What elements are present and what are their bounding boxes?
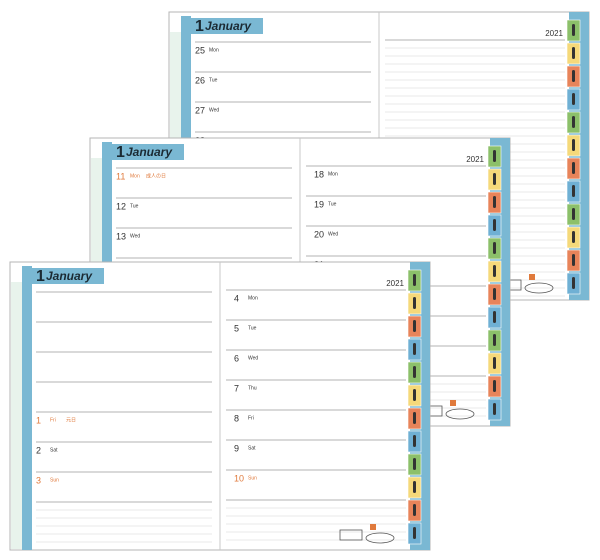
- tab-icon: [413, 320, 416, 332]
- day-note: 元日: [66, 417, 76, 423]
- illustration: [529, 274, 535, 280]
- day-of-week: Wed: [209, 107, 219, 113]
- tab-icon: [493, 403, 496, 415]
- header-band: [32, 268, 104, 284]
- day-of-week: Tue: [130, 203, 139, 209]
- tab-icon: [493, 311, 496, 323]
- tab-icon: [572, 70, 575, 82]
- tab-icon: [572, 116, 575, 128]
- day-of-week: Sat: [248, 445, 256, 451]
- day-number: 20: [314, 229, 324, 239]
- day-number: 11: [116, 171, 125, 181]
- tab-icon: [413, 527, 416, 539]
- day-of-week: Sat: [50, 447, 58, 453]
- day-of-week: Tue: [248, 325, 257, 331]
- day-of-week: Thu: [248, 385, 257, 391]
- tab-icon: [413, 412, 416, 424]
- illustration: [445, 408, 475, 420]
- tab-icon: [493, 357, 496, 369]
- day-of-week: Fri: [50, 417, 56, 423]
- month-name: January: [126, 145, 173, 159]
- tab-icon: [572, 24, 575, 36]
- year: 2021: [466, 155, 484, 164]
- day-number: 9: [234, 443, 239, 453]
- day-of-week: Mon: [209, 47, 219, 53]
- mint-edge: [11, 282, 22, 549]
- tab-icon: [572, 231, 575, 243]
- month-name: January: [46, 269, 93, 283]
- year: 2021: [386, 279, 404, 288]
- day-of-week: Fri: [248, 415, 254, 421]
- day-number: 2: [36, 445, 41, 455]
- day-number: 8: [234, 413, 239, 423]
- day-number: 5: [234, 323, 239, 333]
- day-of-week: Wed: [130, 233, 140, 239]
- tab-icon: [493, 219, 496, 231]
- day-of-week: Mon: [328, 171, 338, 177]
- day-number: 1: [36, 415, 41, 425]
- tab-icon: [572, 254, 575, 266]
- day-number: 27: [195, 105, 205, 115]
- header-band: [191, 18, 263, 34]
- tab-icon: [493, 173, 496, 185]
- tab-icon: [493, 380, 496, 392]
- tab-icon: [493, 334, 496, 346]
- month-number: 1: [116, 144, 125, 161]
- blue-stripe: [22, 266, 32, 550]
- day-of-week: Sun: [50, 477, 59, 483]
- header-band: [112, 144, 184, 160]
- tab-icon: [493, 196, 496, 208]
- tab-icon: [572, 162, 575, 174]
- month-name: January: [205, 19, 252, 33]
- tab-icon: [413, 274, 416, 286]
- day-of-week: Wed: [248, 355, 258, 361]
- tab-icon: [572, 47, 575, 59]
- day-of-week: Sun: [248, 475, 257, 481]
- tab-icon: [572, 277, 575, 289]
- illustration: [370, 524, 376, 530]
- illustration: [339, 529, 363, 541]
- tab-icon: [572, 208, 575, 220]
- day-of-week: Mon: [130, 173, 140, 179]
- illustration: [450, 400, 456, 406]
- day-of-week: Tue: [209, 77, 218, 83]
- day-number: 25: [195, 45, 205, 55]
- day-number: 12: [116, 201, 126, 211]
- day-number: 26: [195, 75, 205, 85]
- day-of-week: Mon: [248, 295, 258, 301]
- day-note: 成人の日: [146, 172, 166, 179]
- month-number: 1: [36, 268, 45, 285]
- day-number: 6: [234, 353, 239, 363]
- day-number: 3: [36, 475, 41, 485]
- illustration: [524, 282, 554, 294]
- day-number: 7: [234, 383, 239, 393]
- day-number: 4: [234, 293, 239, 303]
- tab-icon: [493, 288, 496, 300]
- tab-icon: [413, 366, 416, 378]
- tab-icon: [572, 93, 575, 105]
- tab-icon: [493, 265, 496, 277]
- tab-icon: [413, 435, 416, 447]
- tab-icon: [493, 242, 496, 254]
- tab-icon: [413, 297, 416, 309]
- day-number: 13: [116, 231, 126, 241]
- tab-icon: [413, 481, 416, 493]
- tab-icon: [572, 185, 575, 197]
- tab-icon: [413, 343, 416, 355]
- illustration: [365, 532, 395, 544]
- tab-icon: [413, 504, 416, 516]
- day-number: 10: [234, 473, 244, 483]
- year: 2021: [545, 29, 563, 38]
- day-of-week: Wed: [328, 231, 338, 237]
- month-number: 1: [195, 18, 204, 35]
- day-of-week: Tue: [328, 201, 337, 207]
- tab-icon: [413, 389, 416, 401]
- tab-icon: [493, 150, 496, 162]
- day-number: 19: [314, 199, 324, 209]
- day-number: 18: [314, 169, 324, 179]
- tab-icon: [572, 139, 575, 151]
- tab-icon: [413, 458, 416, 470]
